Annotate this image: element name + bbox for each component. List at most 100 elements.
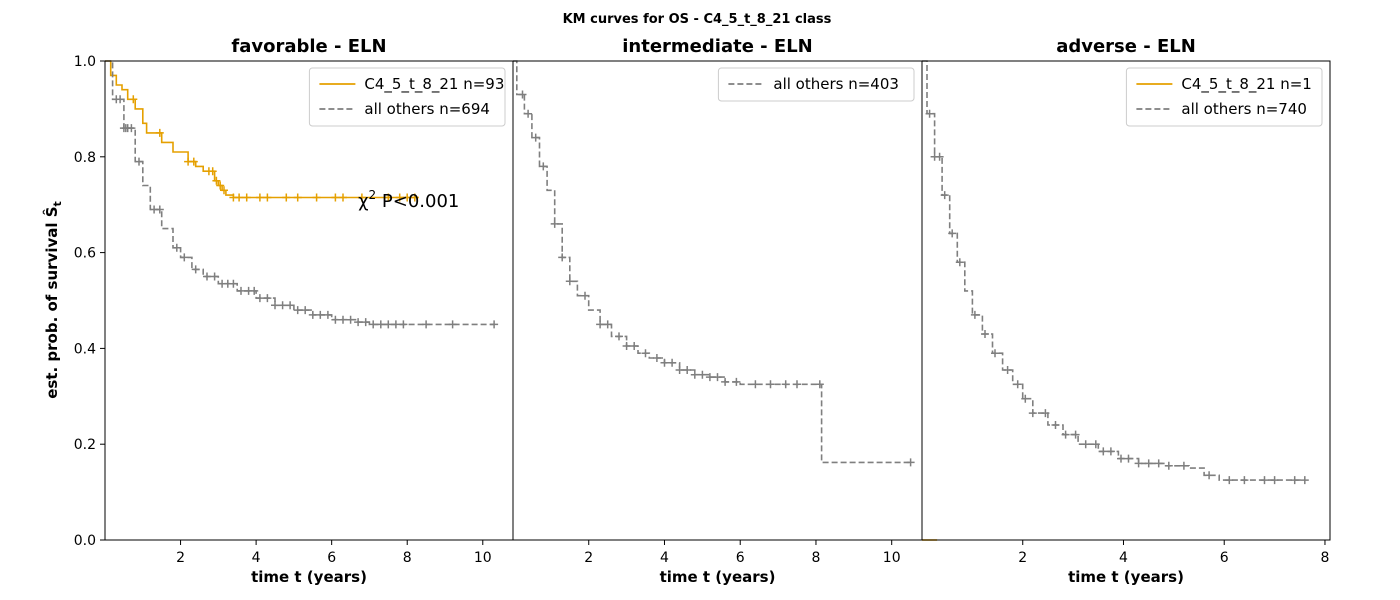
censor-mark (906, 458, 915, 467)
censor-mark (1134, 459, 1143, 468)
censor-mark (1099, 447, 1108, 456)
p-value-text: P<0.001 (376, 191, 459, 212)
censor-mark (622, 342, 631, 350)
censor-mark (550, 219, 559, 228)
censor-mark (630, 342, 639, 350)
censor-mark (237, 286, 245, 295)
censor-mark (558, 253, 567, 262)
x-axis-label: time t (years) (1068, 568, 1184, 586)
censor-mark (705, 373, 714, 382)
censor-mark (660, 358, 669, 367)
censor-mark (596, 320, 605, 329)
censor-mark (1144, 459, 1153, 468)
x-tick-label: 2 (1018, 550, 1027, 566)
y-axis-label: est. prob. of survival Ŝt (42, 201, 64, 399)
panel-title: intermediate - ELN (622, 36, 813, 57)
censor-mark (1300, 476, 1309, 485)
series-line-others (513, 60, 911, 464)
x-tick-label: 8 (812, 550, 821, 566)
censor-mark (690, 370, 699, 379)
legend: all others n=403 (717, 67, 915, 102)
censor-mark (766, 380, 775, 389)
legend-box (1125, 67, 1323, 127)
y-tick-label: 0.2 (74, 437, 96, 453)
censor-mark (278, 301, 287, 310)
censor-mark (603, 320, 612, 329)
censor-mark (180, 253, 189, 262)
censor-mark (346, 315, 355, 324)
legend: C4_5_t_8_21 n=93 all others n=694 (308, 67, 506, 127)
censor-mark (713, 373, 722, 382)
x-tick-label: 8 (403, 550, 412, 566)
censor-mark (781, 380, 790, 389)
censor-mark (422, 320, 431, 329)
censor-mark (531, 133, 540, 142)
y-tick-label: 0.6 (74, 246, 96, 262)
x-axis-label: time t (years) (251, 568, 367, 586)
censor-mark (391, 320, 400, 329)
censor-mark (1061, 430, 1070, 439)
censor-mark (991, 349, 999, 358)
censor-mark (312, 193, 321, 202)
chart-panel-3: adverse - ELN 2 4 6 8 time t (years) C4_5_t_8_… (921, 36, 1331, 586)
censor-mark (1117, 454, 1125, 463)
plot-frame (512, 60, 923, 541)
censor-mark (316, 310, 325, 319)
censor-mark (116, 95, 125, 104)
censor-mark (1091, 440, 1100, 449)
censor-mark (384, 320, 393, 329)
censor-mark (925, 109, 934, 118)
censor-mark (793, 380, 801, 389)
x-tick-label: 8 (1321, 550, 1330, 566)
censor-mark (1179, 461, 1188, 470)
censor-mark (1071, 430, 1080, 439)
censor-mark (282, 193, 291, 202)
censor-mark (216, 181, 225, 190)
censor-mark (641, 349, 650, 358)
panel-title: favorable - ELN (231, 36, 386, 57)
censor-mark (1154, 459, 1163, 468)
legend-label: C4_5_t_8_21 n=93 (364, 75, 504, 94)
censor-mark (565, 277, 574, 286)
censor-mark (1240, 476, 1249, 485)
x-tick-label: 4 (252, 550, 261, 566)
censor-mark (1081, 440, 1090, 449)
y-tick-label: 1.0 (74, 54, 96, 70)
censor-mark (1106, 447, 1115, 456)
censor-mark (331, 315, 340, 324)
censor-mark (263, 294, 272, 303)
censor-mark (948, 229, 957, 238)
censor-mark (357, 193, 366, 202)
censor-mark (652, 354, 661, 362)
censor-mark (1270, 476, 1279, 485)
legend-label: all others n=740 (1181, 100, 1307, 118)
legend-label: C4_5_t_8_21 n=1 (1181, 75, 1311, 94)
censor-mark (212, 176, 221, 185)
censor-mark (1051, 421, 1060, 429)
x-axis-label: time t (years) (660, 568, 776, 586)
figure-title: KM curves for OS - C4_5_t_8_21 class (563, 12, 832, 27)
y-tick-label: 0.0 (74, 533, 96, 549)
censor-mark (1205, 471, 1214, 480)
censor-mark (361, 318, 370, 327)
plot-frame (921, 60, 1331, 541)
censor-mark (127, 124, 136, 133)
y-tick-label: 0.8 (74, 150, 96, 166)
censor-mark (668, 358, 677, 367)
y-tick-label: 0.4 (74, 341, 96, 357)
censor-mark (1225, 476, 1234, 485)
censor-mark (1164, 461, 1173, 470)
censor-mark (208, 167, 217, 176)
y-axis-label-main: est. prob. of survival Ŝ (42, 206, 61, 398)
censor-mark (323, 310, 332, 319)
panels: favorable - ELN 2 4 6 8 10 time t (years) 0.0 0.… (74, 36, 1331, 586)
x-tick-label: 10 (883, 550, 901, 566)
censor-mark (235, 193, 244, 202)
censor-mark (172, 243, 181, 252)
chi-superscript: 2 (369, 188, 377, 202)
censor-mark (524, 109, 533, 118)
censor-mark (384, 193, 393, 202)
censor-mark (1041, 409, 1050, 418)
panel-title: adverse - ELN (1056, 36, 1196, 57)
